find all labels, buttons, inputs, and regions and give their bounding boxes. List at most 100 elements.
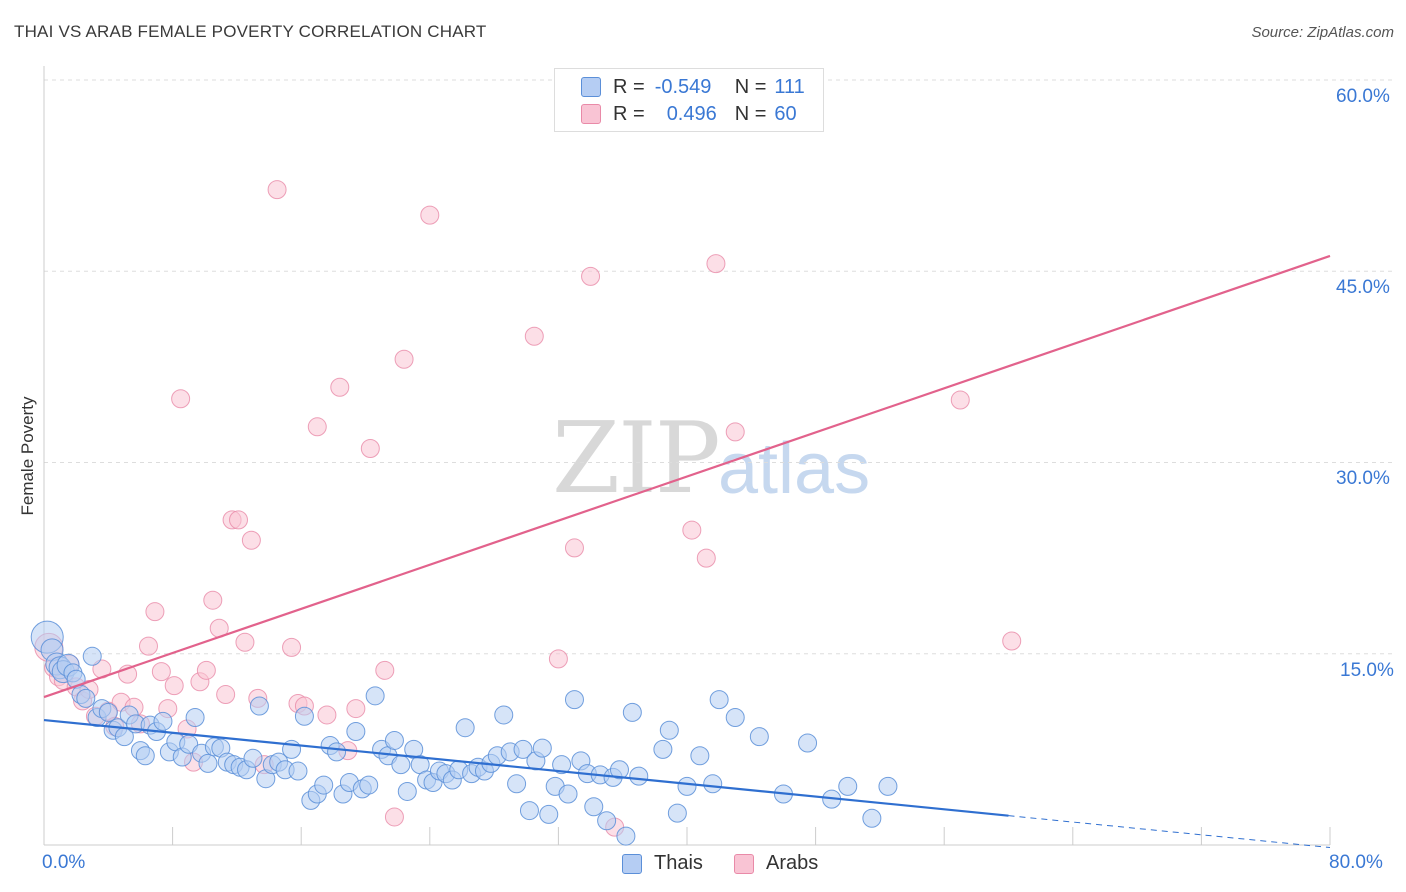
y-tick-label: 30.0% (1336, 468, 1390, 489)
thai-point (198, 753, 218, 773)
arab-point (581, 266, 601, 286)
y-axis-label: Female Poverty (18, 396, 37, 516)
arab-point (267, 180, 287, 200)
chart-title: THAI VS ARAB FEMALE POVERTY CORRELATION … (14, 22, 487, 41)
arab-point (307, 417, 327, 437)
thai-point (677, 776, 697, 796)
thai-point (391, 755, 411, 775)
thai-point (597, 811, 617, 831)
x-tick-label: 80.0% (1329, 852, 1383, 873)
arabs-swatch (581, 104, 601, 124)
arab-point (548, 649, 568, 669)
y-tick-label: 15.0% (1340, 660, 1394, 681)
arab-point (394, 349, 414, 369)
arab-point (330, 377, 350, 397)
legend-item-thais[interactable]: Thais (622, 852, 703, 875)
thai-point (513, 739, 533, 759)
thai-point (564, 690, 584, 710)
thai-point (384, 730, 404, 750)
thai-point (749, 727, 769, 747)
arabs-swatch (734, 853, 754, 874)
thai-point (153, 711, 173, 731)
n-label: N = (734, 75, 767, 98)
arab-point (696, 548, 716, 568)
thai-point (584, 797, 604, 817)
thai-point (365, 686, 385, 706)
thai-point (507, 774, 527, 794)
x-tick-label: 0.0% (42, 852, 86, 873)
thai-point (725, 708, 745, 727)
thai-point (659, 720, 679, 740)
arab-point (706, 254, 726, 274)
axes (43, 66, 1331, 846)
watermark-zip: ZIP (552, 402, 721, 516)
r-value: -0.549 (654, 75, 712, 98)
thai-point (519, 801, 539, 821)
r-label: R = (613, 75, 645, 98)
arab-point (196, 660, 216, 680)
r-value: 0.496 (666, 102, 717, 125)
arab-point (564, 538, 584, 558)
thai-point (629, 766, 649, 786)
watermark-atlas: atlas (718, 429, 871, 509)
thai-point (98, 702, 118, 722)
legend-label: Arabs (766, 852, 819, 874)
thai-point (455, 718, 475, 738)
thai-point (862, 808, 882, 828)
thai-point (294, 706, 314, 726)
thai-point (135, 746, 155, 766)
thai-point (249, 696, 269, 716)
arab-point (1002, 631, 1022, 651)
arab-point (151, 662, 171, 682)
thai-point (243, 748, 263, 768)
thai-point (359, 775, 379, 795)
thai-point (558, 784, 578, 804)
arabs-trend-line (43, 254, 1331, 699)
legend-label: Thais (654, 852, 703, 874)
arab-point (524, 326, 544, 346)
thai-points (30, 620, 898, 846)
thais-trend-line (43, 718, 1009, 817)
thai-point (82, 646, 102, 666)
arab-point (682, 520, 702, 540)
thai-point (314, 775, 334, 795)
n-label: N = (734, 102, 767, 125)
thais-swatch (581, 77, 601, 97)
thai-point (346, 722, 366, 742)
y-tick-label: 45.0% (1336, 277, 1390, 298)
thai-point (76, 688, 96, 708)
thai-point (622, 702, 642, 722)
arab-point (725, 422, 745, 442)
legend-item-arabs[interactable]: Arabs (734, 852, 818, 875)
thai-point (878, 776, 898, 796)
arab-point (241, 530, 261, 550)
arab-point (282, 637, 302, 657)
thai-point (539, 804, 559, 824)
thai-point (494, 705, 514, 725)
r-label: R = (613, 102, 645, 125)
arab-point (171, 389, 191, 409)
thai-point (609, 760, 629, 780)
thai-point (185, 708, 205, 727)
thai-point (709, 690, 729, 710)
legend-row-arabs: R = 0.496 N = 60 (581, 102, 797, 126)
trend-lines (43, 254, 1331, 849)
legend-row-thais: R = -0.549 N = 111 (581, 75, 805, 99)
source-label: Source: ZipAtlas.com (1251, 24, 1394, 41)
thai-point (703, 774, 723, 794)
arab-point (235, 632, 255, 652)
arab-point (229, 510, 249, 530)
arab-point (317, 705, 337, 725)
thai-point (288, 761, 308, 781)
thai-point (552, 755, 572, 775)
correlation-legend: R = -0.549 N = 111 R = 0.496 N = 60 (554, 68, 824, 132)
arab-point (950, 390, 970, 410)
arab-point (164, 676, 184, 696)
thais-trend-extension (1008, 815, 1331, 849)
arab-point (346, 699, 366, 719)
gridlines (44, 79, 1392, 655)
thai-point (327, 742, 347, 762)
thais-swatch (622, 853, 642, 874)
thai-point (616, 826, 636, 846)
